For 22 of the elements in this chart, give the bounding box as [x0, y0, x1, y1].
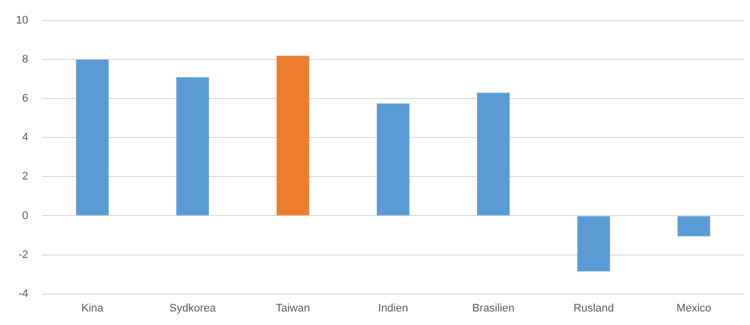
y-tick-label: 4 [22, 132, 28, 144]
x-tick-label: Rusland [573, 302, 614, 314]
y-tick-label: 2 [22, 170, 28, 183]
y-tick-label: 10 [16, 14, 28, 27]
y-tick-label: 8 [22, 54, 28, 66]
y-tick-label: -2 [18, 248, 28, 261]
x-tick-label: Taiwan [276, 302, 310, 314]
x-tick-label: Kina [81, 302, 104, 314]
y-tick-label: -4 [18, 288, 28, 300]
x-tick-label: Mexico [676, 302, 712, 314]
x-tick-label: Indien [378, 302, 408, 314]
bar [176, 77, 209, 216]
y-tick-label: 6 [22, 92, 28, 105]
bar [276, 56, 310, 216]
bar [477, 92, 510, 216]
bar [376, 104, 410, 216]
x-tick-label: Sydkorea [169, 302, 217, 314]
x-tick-label: Brasilien [472, 302, 514, 314]
bar [577, 216, 610, 272]
y-tick-label: 0 [22, 210, 28, 222]
bar [76, 60, 109, 216]
bar [678, 216, 710, 236]
